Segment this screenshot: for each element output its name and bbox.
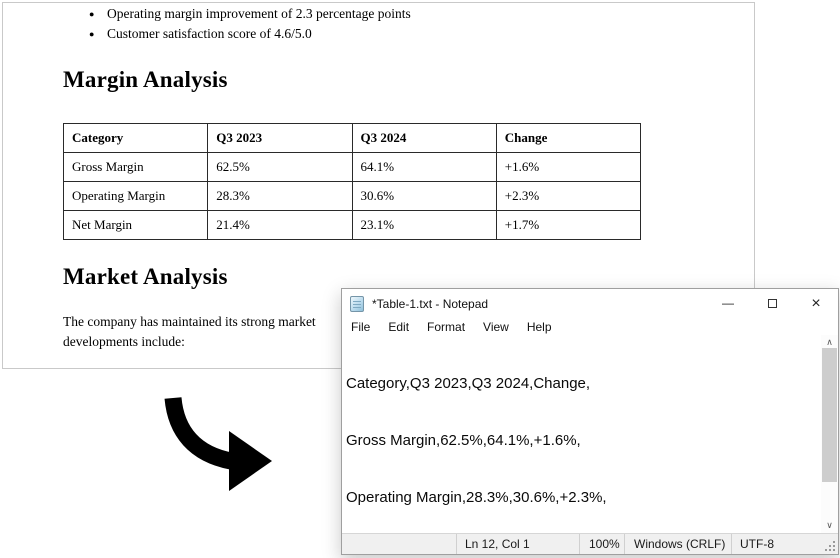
market-paragraph: The company has maintained its strong ma… (63, 312, 316, 352)
status-zoom-level: 100% (579, 534, 624, 554)
menu-item-view[interactable]: View (483, 319, 509, 334)
status-cursor-position: Ln 12, Col 1 (456, 534, 579, 554)
bullet-text: Operating margin improvement of 2.3 perc… (107, 6, 411, 21)
menu-item-file[interactable]: File (351, 319, 371, 334)
text-editor-area[interactable]: Category,Q3 2023,Q3 2024,Change, Gross M… (342, 335, 821, 533)
scrollbar-thumb[interactable] (822, 348, 837, 482)
menu-item-help[interactable]: Help (526, 319, 552, 334)
notepad-menubar: File Edit Format View Help (342, 318, 838, 335)
status-encoding: UTF-8 (731, 534, 838, 554)
paragraph-line: developments include: (63, 334, 185, 349)
vertical-scrollbar[interactable]: ∧ ∨ (821, 335, 838, 533)
maximize-button[interactable] (750, 289, 794, 318)
bullet-text: Customer satisfaction score of 4.6/5.0 (107, 26, 312, 41)
table-cell: +2.3% (495, 181, 642, 211)
close-icon: × (811, 294, 821, 312)
table-cell: +1.7% (495, 210, 642, 240)
table-cell: 23.1% (351, 210, 497, 240)
bullet-list: ● Operating margin improvement of 2.3 pe… (89, 4, 411, 44)
maximize-icon (767, 299, 777, 308)
table-header-cell: Q3 2023 (207, 123, 353, 153)
table-header-cell: Change (495, 123, 642, 153)
market-analysis-heading: Market Analysis (63, 264, 228, 289)
minimize-button[interactable]: — (706, 289, 750, 318)
scroll-down-icon[interactable]: ∨ (826, 520, 833, 530)
table-row: Net Margin 21.4% 23.1% +1.7% (62, 210, 642, 240)
table-row: Operating Margin 28.3% 30.6% +2.3% (62, 181, 642, 211)
curved-arrow-icon (155, 390, 280, 505)
notepad-app-icon (350, 295, 364, 312)
document-page: ● Operating margin improvement of 2.3 pe… (2, 2, 755, 369)
bullet-icon: ● (89, 9, 95, 19)
status-spacer (342, 534, 456, 554)
status-line-ending: Windows (CRLF) (624, 534, 731, 554)
scroll-up-icon[interactable]: ∧ (826, 337, 833, 347)
table-cell: 62.5% (207, 152, 353, 182)
table-cell: 30.6% (351, 181, 497, 211)
table-cell: 28.3% (207, 181, 353, 211)
table-cell: 64.1% (351, 152, 497, 182)
table-cell: Net Margin (62, 210, 209, 240)
text-line: Operating Margin,28.3%,30.6%,+2.3%, (346, 489, 607, 506)
table-header-cell: Category (62, 123, 209, 153)
notepad-titlebar[interactable]: *Table-1.txt - Notepad — × (342, 289, 838, 318)
minimize-icon: — (722, 295, 734, 310)
bullet-icon: ● (89, 29, 95, 39)
resize-grip[interactable] (833, 541, 835, 543)
window-title: *Table-1.txt - Notepad (372, 296, 489, 311)
table-cell: Gross Margin (62, 152, 209, 182)
notepad-window: *Table-1.txt - Notepad — × File Edit For… (341, 288, 839, 555)
table-row: Gross Margin 62.5% 64.1% +1.6% (62, 152, 642, 182)
list-item: ● Customer satisfaction score of 4.6/5.0 (89, 24, 411, 44)
table-header-row: Category Q3 2023 Q3 2024 Change (62, 123, 642, 153)
paragraph-line: The company has maintained its strong ma… (63, 314, 316, 329)
window-controls: — × (706, 289, 838, 318)
text-line: Gross Margin,62.5%,64.1%,+1.6%, (346, 432, 581, 449)
text-line: Category,Q3 2023,Q3 2024,Change, (346, 375, 591, 392)
menu-item-edit[interactable]: Edit (388, 319, 410, 334)
margin-analysis-heading: Margin Analysis (63, 67, 228, 92)
menu-item-format[interactable]: Format (427, 319, 466, 334)
table-header-cell: Q3 2024 (351, 123, 497, 153)
notepad-statusbar: Ln 12, Col 1 100% Windows (CRLF) UTF-8 (342, 533, 838, 554)
margin-table: Category Q3 2023 Q3 2024 Change Gross Ma… (62, 123, 642, 240)
table-cell: 21.4% (207, 210, 353, 240)
table-cell: +1.6% (495, 152, 642, 182)
close-button[interactable]: × (794, 289, 838, 318)
table-cell: Operating Margin (62, 181, 209, 211)
list-item: ● Operating margin improvement of 2.3 pe… (89, 4, 411, 24)
